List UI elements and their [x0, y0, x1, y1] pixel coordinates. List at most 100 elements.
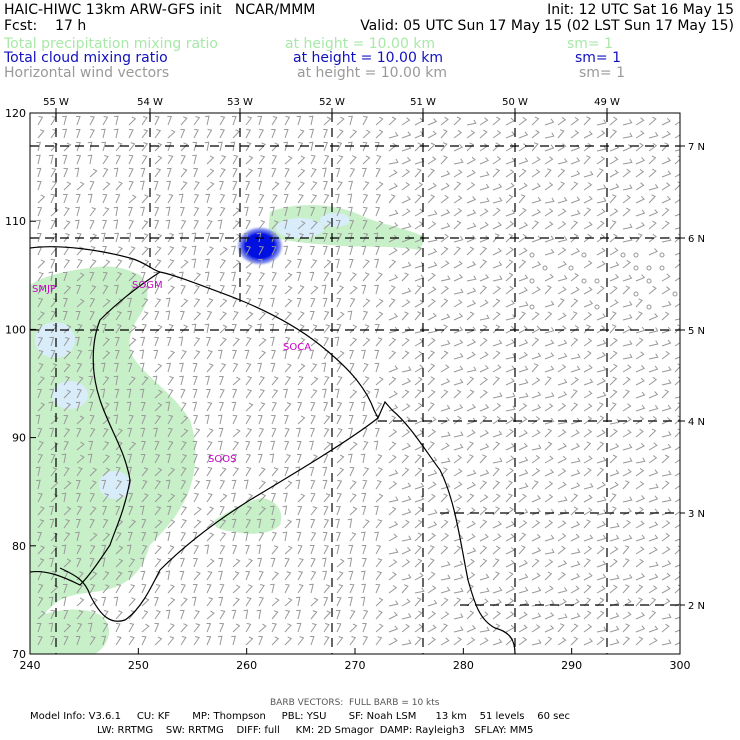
- model-info-line2: LW: RRTMG SW: RRTMG DIFF: full KM: 2D Sm…: [97, 725, 534, 736]
- wind-barb: [635, 142, 644, 152]
- wind-barb: [50, 363, 58, 373]
- wind-barb: [427, 610, 437, 620]
- wind-barb: [50, 349, 56, 360]
- wind-barb: [180, 128, 186, 139]
- wind-barb: [50, 609, 56, 620]
- wind-barb: [531, 129, 540, 139]
- wind-barb: [89, 207, 97, 217]
- wind-barb: [193, 272, 201, 282]
- wind-barb: [674, 520, 680, 529]
- wind-barb: [76, 571, 84, 581]
- wind-barb: [206, 220, 213, 230]
- wind-barb: [596, 415, 605, 425]
- wind-barb: [466, 366, 477, 373]
- wind-barb: [50, 298, 58, 308]
- wind-barb: [544, 508, 555, 516]
- wind-barb: [269, 258, 275, 269]
- wind-barb: [63, 428, 71, 438]
- wind-barb: [596, 247, 606, 256]
- wind-barb: [141, 635, 147, 646]
- wind-barb: [37, 388, 43, 399]
- wind-barb: [102, 532, 111, 542]
- wind-barb: [557, 236, 568, 243]
- wind-barb: [401, 117, 411, 126]
- wind-barb: [466, 338, 477, 347]
- wind-barb: [583, 311, 593, 321]
- wind-barb: [375, 181, 384, 191]
- wind-barb: [661, 443, 672, 451]
- wind-barb: [583, 572, 593, 581]
- wind-barb: [440, 182, 450, 191]
- wind-barb: [661, 532, 671, 542]
- wind-barb: [648, 442, 658, 451]
- wind-barb: [518, 545, 526, 555]
- wind-barb: [557, 571, 566, 581]
- wind-barb: [258, 402, 266, 412]
- wind-barb: [492, 493, 501, 503]
- wind-barb: [375, 571, 383, 581]
- wind-barb: [193, 428, 201, 438]
- wind-barb: [440, 275, 451, 282]
- wind-barb: [115, 298, 124, 308]
- wind-barb: [141, 480, 148, 490]
- calm-circle: [529, 278, 535, 284]
- wind-barb: [245, 168, 254, 178]
- wind-barb: [334, 336, 340, 347]
- wind-barb: [336, 636, 344, 646]
- wind-barb: [113, 167, 119, 178]
- wind-barb: [674, 252, 680, 256]
- wind-barb: [492, 350, 501, 360]
- wind-barb: [557, 298, 565, 308]
- wind-barb: [674, 318, 680, 321]
- wind-barb: [375, 623, 384, 633]
- wind-barb: [297, 220, 306, 230]
- wind-barb: [427, 210, 438, 217]
- wind-barb: [256, 544, 262, 555]
- wind-barb: [219, 232, 225, 243]
- wind-barb: [635, 597, 643, 607]
- wind-barb: [557, 247, 567, 256]
- wind-barb: [557, 520, 567, 529]
- wind-barb: [674, 356, 680, 360]
- wind-barb: [492, 247, 502, 256]
- wind-barb: [180, 506, 188, 516]
- wind-barb: [154, 129, 162, 139]
- wind-barb: [245, 376, 253, 386]
- wind-barb: [583, 429, 593, 438]
- wind-barb: [193, 519, 202, 529]
- wind-barb: [192, 376, 198, 386]
- wind-barb: [414, 299, 424, 308]
- wind-barb: [401, 131, 412, 139]
- calm-circle: [659, 252, 665, 258]
- wind-barb: [648, 184, 659, 191]
- wind-barb: [271, 154, 278, 165]
- wind-barb: [128, 571, 133, 581]
- wind-barb: [180, 219, 187, 230]
- wind-barb: [661, 117, 671, 126]
- wind-barb: [479, 404, 490, 412]
- wind-barb: [309, 636, 315, 646]
- wind-barb: [180, 246, 187, 256]
- wind-barb: [180, 259, 189, 269]
- wind-barb: [635, 416, 645, 425]
- wind-barb: [349, 167, 356, 178]
- wind-barb: [89, 180, 95, 191]
- wind-barb: [284, 376, 292, 386]
- wind-barb: [270, 440, 276, 451]
- wind-barb: [323, 271, 330, 282]
- wind-barb: [48, 622, 54, 633]
- wind-barb: [596, 626, 607, 633]
- wind-barb: [661, 470, 672, 477]
- wind-barb: [270, 297, 275, 308]
- wind-barb: [167, 168, 172, 178]
- wind-barb: [375, 206, 381, 217]
- wind-barb: [63, 467, 70, 477]
- wind-barb: [635, 404, 646, 412]
- wind-barb: [204, 141, 210, 152]
- wind-barb: [596, 456, 607, 464]
- wind-barb: [648, 194, 656, 204]
- wind-barb: [635, 520, 645, 529]
- wind-barb: [505, 259, 514, 269]
- wind-barb: [89, 506, 97, 516]
- wind-barb: [180, 441, 187, 451]
